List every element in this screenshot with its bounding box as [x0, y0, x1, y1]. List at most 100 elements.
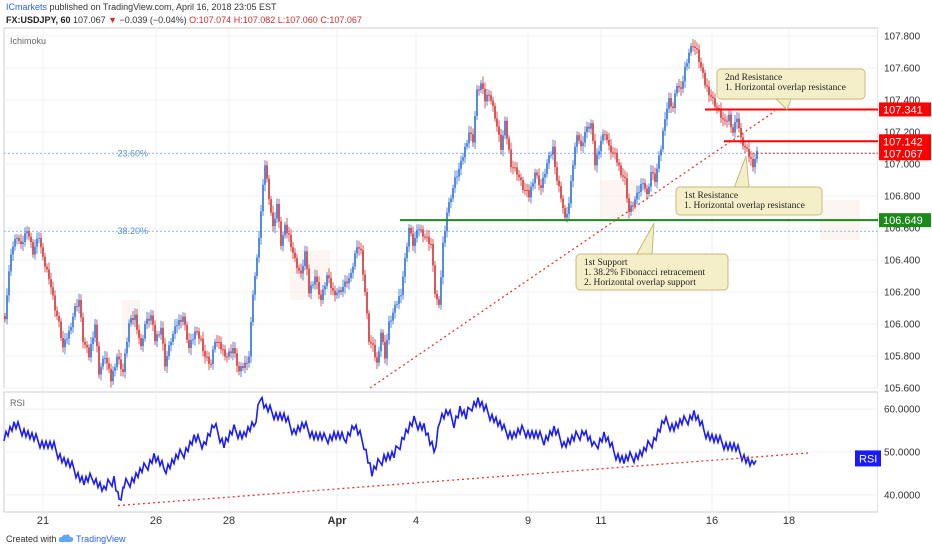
rsi-line [3, 395, 757, 502]
price-tick-label: 107.800 [884, 32, 921, 43]
price-label-text: 107.142 [883, 136, 923, 148]
publisher-name[interactable]: ICmarkets [6, 2, 48, 12]
candle-body [108, 363, 110, 369]
candle-body [492, 100, 494, 107]
candle-body [744, 145, 746, 148]
annotation-box-second-resistance[interactable] [716, 68, 866, 100]
candle-body [192, 339, 194, 341]
candle-body [162, 327, 164, 344]
open-value: O:107.074 [189, 15, 232, 25]
candle-body [166, 356, 168, 367]
candle-body [424, 236, 426, 238]
candle-body [720, 109, 722, 118]
candle-body [600, 140, 602, 152]
candle-body [518, 174, 520, 178]
candle-body [726, 120, 728, 122]
candle-body [164, 343, 166, 367]
candle-body [286, 224, 288, 234]
candle-body [210, 363, 212, 365]
candle-body [498, 126, 500, 135]
candle-body [688, 52, 690, 64]
candle-body [326, 275, 328, 286]
candle-body [226, 356, 228, 358]
candle-body [648, 186, 650, 195]
price-label-badge [879, 134, 931, 149]
candle-body [572, 165, 574, 181]
candle-body [580, 140, 582, 147]
symbol-label: FX:USDJPY, 60 [6, 15, 71, 25]
annotation-text: 1st Resistance [684, 191, 738, 201]
candle-body [270, 199, 272, 213]
price-trendline [369, 110, 776, 389]
candle-body [650, 172, 652, 187]
candle-body [582, 142, 584, 147]
candle-body [110, 368, 112, 382]
candle-body [622, 175, 624, 177]
candle-body [502, 135, 504, 150]
price-tick-label: 107.200 [884, 128, 921, 139]
candle-body [672, 106, 674, 108]
candle-body [46, 266, 48, 270]
time-tick-label: 11 [595, 515, 606, 527]
price-tick-label: 106.200 [884, 288, 921, 299]
candle-body [136, 314, 138, 330]
candle-body [304, 251, 306, 266]
candle-body [88, 347, 90, 358]
candle-body [122, 369, 124, 372]
price-tick-label: 105.800 [884, 352, 921, 363]
candle-body [220, 342, 222, 350]
candle-body [740, 128, 742, 138]
candle-body [536, 172, 538, 176]
low-value: L:107.060 [277, 15, 318, 25]
publish-line: ICmarkets published on TradingView.com, … [6, 1, 277, 14]
tradingview-brand[interactable]: TradingView [76, 534, 126, 544]
candle-body [578, 135, 580, 141]
rsi-trendline [117, 452, 811, 507]
candle-body [16, 237, 18, 239]
candle-body [100, 366, 102, 375]
annotation-box-first-resistance[interactable] [675, 186, 823, 216]
price-tick-label: 106.400 [884, 256, 921, 267]
annotation-box-first-support[interactable] [575, 253, 729, 291]
candle-body [432, 244, 434, 266]
tradingview-cloud-icon [58, 534, 74, 542]
candle-body [80, 300, 82, 318]
candle-body [698, 49, 700, 62]
candle-body [182, 316, 184, 322]
candle-body [144, 324, 146, 339]
candle-body [570, 180, 572, 204]
candle-body [750, 157, 752, 159]
candle-body [666, 108, 668, 120]
candle-body [690, 46, 692, 53]
price-tick-label: 105.600 [884, 384, 921, 395]
candle-body [360, 248, 362, 251]
candle-body [704, 72, 706, 86]
candle-body [548, 155, 550, 164]
candle-body [656, 168, 658, 182]
candle-body [312, 284, 314, 286]
candle-body [218, 342, 220, 344]
candle-body [494, 106, 496, 119]
candle-body [438, 299, 440, 305]
candle-body [50, 279, 52, 288]
candle-body [380, 332, 382, 352]
candle-body [452, 188, 454, 199]
candle-body [142, 338, 144, 347]
candle-body [278, 204, 280, 222]
candle-body [40, 237, 42, 248]
candle-body [262, 184, 264, 212]
candle-body [296, 258, 298, 268]
candle-body [374, 344, 376, 358]
candle-body [310, 285, 312, 294]
candle-body [48, 269, 50, 280]
price-change: −0.039 (−0.04%) [119, 15, 187, 25]
candle-body [552, 146, 554, 155]
candle-body [58, 316, 60, 322]
candle-body [102, 358, 104, 367]
candle-body [106, 357, 108, 364]
candle-body [24, 233, 26, 243]
candle-body [418, 229, 420, 231]
candle-body [616, 152, 618, 163]
candle-body [724, 119, 726, 121]
